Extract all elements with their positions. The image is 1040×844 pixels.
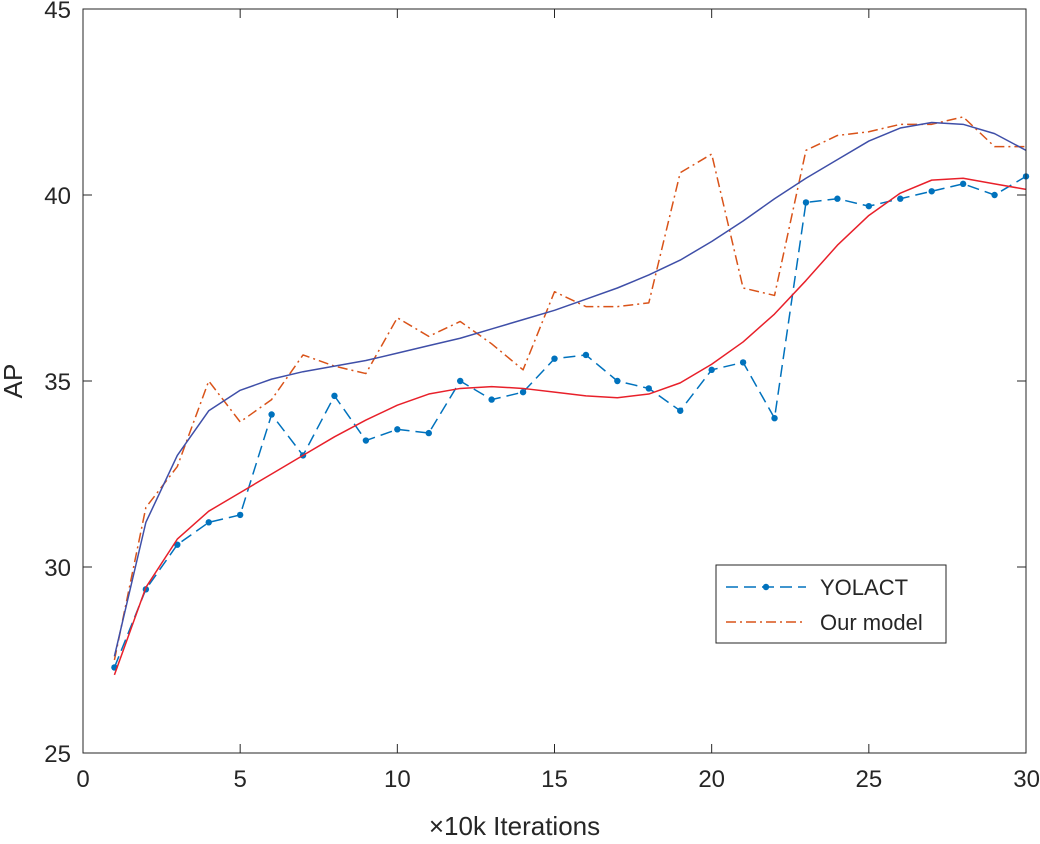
series-point-yolact	[991, 191, 998, 199]
x-axis-label: ×10k Iterations	[429, 811, 600, 839]
series-point-yolact	[205, 519, 212, 526]
series-point-yolact	[551, 355, 558, 362]
x-tick-label: 20	[698, 766, 725, 793]
series-point-yolact	[897, 195, 904, 202]
legend-our-model-label: Our model	[820, 610, 923, 635]
x-tick-label: 10	[384, 766, 411, 793]
y-tick-label: 30	[44, 555, 71, 582]
series-point-yolact	[645, 385, 652, 392]
y-tick-label: 25	[44, 741, 71, 768]
y-tick-label: 45	[44, 0, 71, 24]
series-point-yolact	[771, 415, 778, 422]
series-line-our-model-trend	[113, 121, 1027, 657]
x-tick-label: 25	[855, 766, 882, 793]
series-point-yolact	[362, 437, 370, 444]
legend-yolact-label: YOLACT	[820, 575, 908, 600]
series-point-yolact	[739, 359, 747, 366]
legend-yolact-marker	[762, 583, 770, 591]
series-line-our-model	[113, 116, 1026, 661]
y-tick-label: 35	[44, 369, 71, 396]
series-point-yolact	[614, 377, 621, 385]
series-point-yolact	[519, 388, 527, 396]
x-tick-label: 0	[76, 766, 89, 793]
series-point-yolact	[865, 202, 873, 210]
series-point-yolact	[582, 351, 590, 359]
series-point-yolact	[331, 392, 338, 400]
series-point-yolact	[488, 396, 495, 403]
series-point-yolact	[457, 377, 464, 385]
series-point-yolact	[174, 541, 181, 548]
y-tick-label: 40	[44, 183, 71, 210]
y-axis-label: AP	[0, 364, 28, 399]
x-tick-label: 5	[233, 766, 246, 793]
series-point-yolact	[268, 411, 275, 418]
series-point-yolact	[834, 195, 841, 202]
legend-box	[715, 564, 947, 644]
series-point-yolact	[677, 407, 684, 414]
x-tick-label: 30	[1013, 766, 1040, 793]
series-line-yolact	[113, 175, 1027, 668]
series-point-yolact	[928, 188, 935, 195]
series-point-yolact	[236, 511, 244, 519]
series-point-yolact	[394, 426, 401, 433]
series-point-yolact	[802, 199, 810, 206]
series-line-yolact-trend	[113, 177, 1027, 676]
series-point-yolact	[425, 429, 432, 437]
series-point-yolact	[959, 180, 967, 188]
plot-area	[111, 116, 1030, 676]
legend: YOLACT Our model	[715, 564, 947, 644]
x-tick-label: 15	[541, 766, 568, 793]
series-point-yolact	[708, 366, 715, 374]
